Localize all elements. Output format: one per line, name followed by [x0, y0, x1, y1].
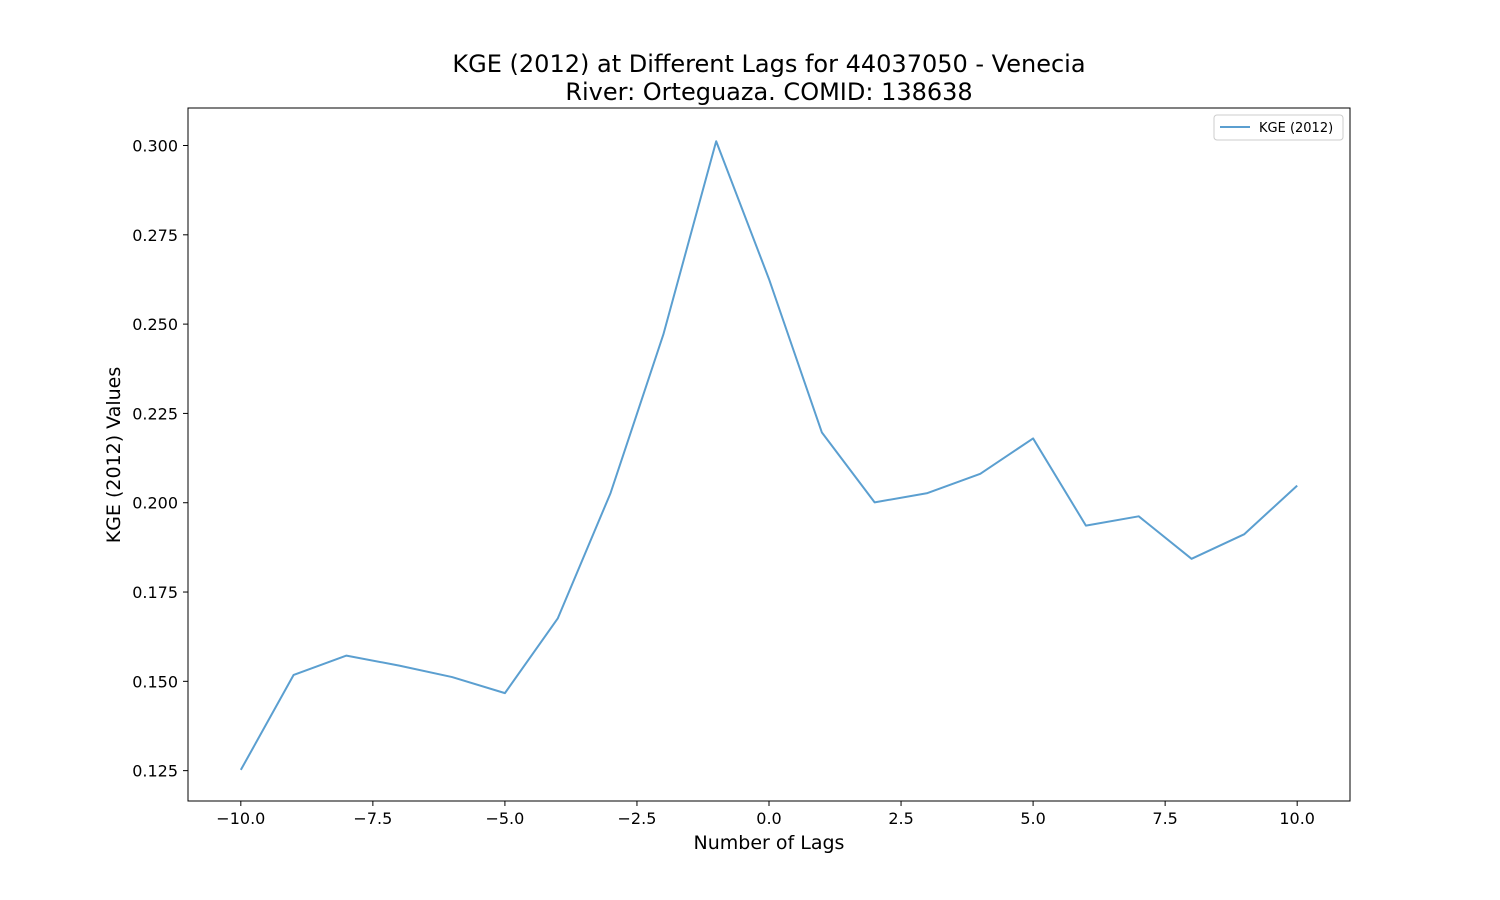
y-tick-label: 0.150	[132, 672, 178, 691]
y-tick-label: 0.275	[132, 226, 178, 245]
x-tick-label: 5.0	[1020, 809, 1045, 828]
x-tick-label: 10.0	[1279, 809, 1315, 828]
x-axis-label: Number of Lags	[694, 832, 845, 854]
chart-title-line-2: River: Orteguaza. COMID: 138638	[565, 78, 972, 106]
x-tick-label: −2.5	[618, 809, 657, 828]
y-tick-label: 0.300	[132, 137, 178, 156]
legend-label: KGE (2012)	[1259, 121, 1333, 136]
y-tick-label: 0.225	[132, 404, 178, 423]
y-tick-label: 0.125	[132, 762, 178, 781]
y-tick-label: 0.250	[132, 315, 178, 334]
y-tick-label: 0.200	[132, 494, 178, 513]
legend: KGE (2012)	[1213, 114, 1344, 141]
x-tick-label: −7.5	[353, 809, 392, 828]
y-axis-ticks: 0.125 0.150 0.175 0.200 0.225 0.250 0.275 0.300	[132, 137, 188, 781]
x-tick-label: 7.5	[1152, 809, 1177, 828]
series-line-kge-2012	[239, 140, 1298, 771]
x-tick-label: 0.0	[756, 809, 781, 828]
chart-title-line-1: KGE (2012) at Different Lags for 4403705…	[452, 50, 1085, 78]
x-tick-label: −5.0	[485, 809, 524, 828]
x-tick-label: 2.5	[888, 809, 913, 828]
series-layer	[239, 140, 1298, 771]
y-axis-label: KGE (2012) Values	[103, 367, 125, 544]
legend-box	[1213, 114, 1344, 141]
x-axis-ticks: −10.0 −7.5 −5.0 −2.5 0.0 2.5 5.0 7.5 10.0	[216, 801, 1315, 828]
y-tick-label: 0.175	[132, 583, 178, 602]
x-tick-label: −10.0	[216, 809, 265, 828]
plot-area-frame	[187, 107, 1351, 802]
